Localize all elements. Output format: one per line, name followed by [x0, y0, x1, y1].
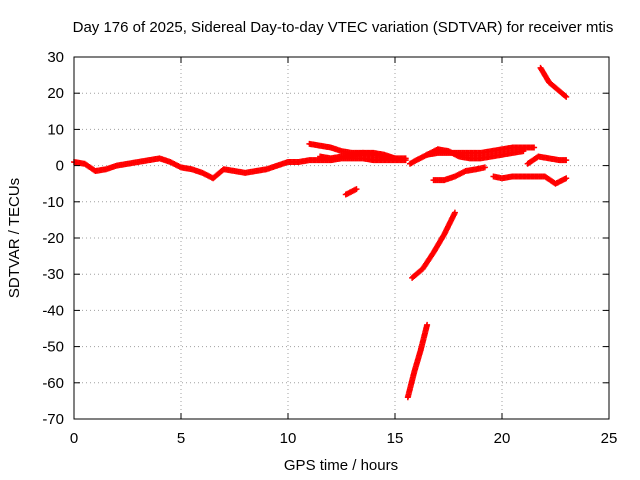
chart-title: Day 176 of 2025, Sidereal Day-to-day VTE… [73, 19, 614, 36]
y-tick-label: -20 [42, 230, 64, 247]
data-series [406, 144, 538, 167]
data-point [531, 144, 538, 151]
x-ticks: 0 5 10 15 20 25 [70, 57, 618, 447]
y-tick-label: -10 [42, 194, 64, 211]
data-series [524, 153, 570, 167]
data-point [520, 148, 527, 155]
data-series [404, 321, 431, 401]
data-series [490, 173, 570, 187]
data-series [342, 186, 360, 198]
series-layer [71, 64, 570, 401]
data-series [424, 146, 527, 162]
data-series [409, 209, 458, 281]
grid [74, 57, 609, 419]
data-point [402, 155, 409, 162]
data-point [451, 209, 458, 216]
y-ticks: -70 -60 -50 -40 -30 -20 -10 0 10 20 30 [42, 49, 609, 428]
x-tick-label: 20 [494, 430, 511, 447]
x-tick-label: 10 [280, 430, 297, 447]
data-point [563, 93, 570, 100]
data-point [562, 92, 569, 99]
x-axis-label: GPS time / hours [284, 457, 398, 474]
y-tick-label: -30 [42, 266, 64, 283]
data-series [317, 149, 398, 162]
y-tick-label: 10 [47, 121, 64, 138]
y-tick-label: -50 [42, 339, 64, 356]
data-series [537, 64, 570, 100]
data-point [424, 321, 431, 328]
data-point [392, 155, 398, 162]
data-series [430, 164, 488, 184]
x-tick-label: 15 [387, 430, 404, 447]
y-tick-label: 0 [56, 158, 64, 175]
data-point [353, 186, 360, 193]
data-point [481, 164, 488, 171]
y-tick-label: 20 [47, 85, 64, 102]
x-tick-label: 0 [70, 430, 78, 447]
y-axis-label: SDTVAR / TECUs [6, 178, 23, 298]
data-point [563, 157, 570, 164]
data-point [563, 175, 570, 182]
y-tick-label: -60 [42, 375, 64, 392]
y-tick-label: -40 [42, 302, 64, 319]
x-tick-label: 5 [177, 430, 185, 447]
x-tick-label: 25 [601, 430, 618, 447]
y-tick-label: 30 [47, 49, 64, 66]
y-tick-label: -70 [42, 411, 64, 428]
